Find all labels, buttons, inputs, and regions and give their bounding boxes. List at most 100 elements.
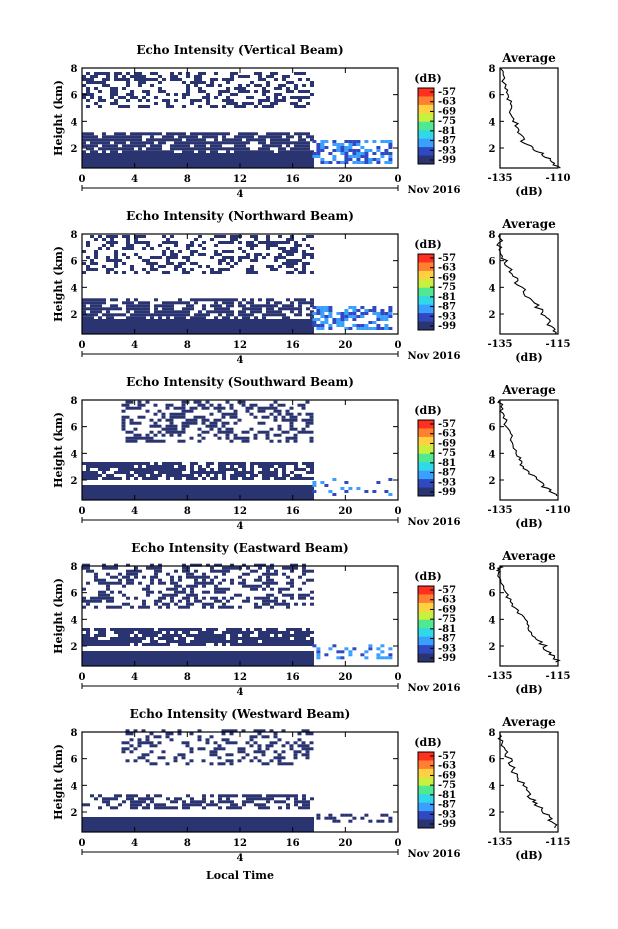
heatmap-cell <box>306 96 310 99</box>
heatmap-cell <box>266 465 270 468</box>
heatmap-cell <box>166 829 170 832</box>
heatmap-cell <box>238 820 242 823</box>
x-tick-label: 8 <box>184 838 191 849</box>
heatmap-cell <box>178 462 182 465</box>
heatmap-cell <box>302 643 306 646</box>
heatmap-cell <box>286 660 290 663</box>
heatmap-cell <box>166 153 170 156</box>
heatmap-cell <box>289 421 294 425</box>
y-tick-label: 2 <box>71 808 78 819</box>
heatmap-cell <box>286 328 290 331</box>
heatmap-cell <box>306 829 310 832</box>
heatmap-cell <box>110 657 114 660</box>
heatmap-cell <box>194 569 198 573</box>
y-tick-label: 2 <box>71 642 78 653</box>
heatmap-cell <box>234 491 238 494</box>
heatmap-cell <box>202 159 206 162</box>
heatmap-cell <box>360 315 365 318</box>
colorbar-frame <box>417 87 435 165</box>
heatmap-cell <box>214 304 218 308</box>
heatmap-cell <box>162 817 166 820</box>
heatmap-cell <box>198 651 202 654</box>
heatmap-cell <box>186 87 190 90</box>
heatmap-cell <box>202 150 206 154</box>
heatmap-cell <box>122 262 126 265</box>
heatmap-cell <box>194 325 198 328</box>
heatmap-cell <box>102 477 106 480</box>
heatmap-cell <box>238 628 242 631</box>
heatmap-cell <box>154 156 158 159</box>
heatmap-cell <box>310 159 314 162</box>
heatmap-cell <box>340 143 345 146</box>
heatmap-cell <box>214 803 218 807</box>
heatmap-cell <box>388 306 393 309</box>
heatmap-cell <box>102 301 106 305</box>
heatmap-cell <box>258 485 262 488</box>
profile-y-tick-label: 6 <box>489 423 496 434</box>
heatmap-cell <box>242 150 246 154</box>
heatmap-cell <box>222 817 226 820</box>
heatmap-cell <box>306 331 310 334</box>
heatmap-cell <box>250 643 254 646</box>
heatmap-cell <box>242 663 246 666</box>
heatmap-cell <box>146 587 150 591</box>
heatmap-cell <box>190 153 194 156</box>
heatmap-cell <box>186 599 190 603</box>
heatmap-cell <box>242 491 246 494</box>
heatmap-cell <box>182 590 186 594</box>
heatmap-cell <box>250 477 254 480</box>
heatmap-cell <box>150 265 154 268</box>
heatmap-cell <box>230 651 234 654</box>
heatmap-cell <box>165 430 170 434</box>
heatmap-cell <box>258 141 262 145</box>
heatmap-cell <box>121 421 126 425</box>
heatmap-cell <box>384 161 389 164</box>
heatmap-cell <box>178 322 182 325</box>
heatmap-cell <box>166 325 170 328</box>
heatmap-cell <box>258 72 262 75</box>
heatmap-cell <box>186 806 190 810</box>
heatmap-cell <box>182 153 186 156</box>
profile-title: Average <box>501 217 556 231</box>
heatmap-cell <box>336 819 341 823</box>
heatmap-cell <box>218 800 222 804</box>
heatmap-cell <box>206 640 210 643</box>
heatmap-cell <box>281 403 286 407</box>
heatmap-cell <box>142 497 146 500</box>
heatmap-cell <box>114 797 118 801</box>
heatmap-cell <box>190 138 194 142</box>
heatmap-cell <box>210 84 214 87</box>
heatmap-cell <box>162 660 166 663</box>
heatmap-cell <box>310 491 314 494</box>
heatmap-cell <box>293 436 298 440</box>
heatmap-cell <box>380 152 385 155</box>
heatmap-cell <box>332 493 337 496</box>
heatmap-cell <box>274 643 278 646</box>
heatmap-cell <box>226 153 230 156</box>
colorbar-frame <box>417 253 435 331</box>
heatmap-cell <box>178 325 182 328</box>
heatmap-cell <box>154 331 158 334</box>
heatmap-cell <box>82 138 86 142</box>
heatmap-cell <box>122 78 126 81</box>
heatmap-cell <box>130 244 134 247</box>
panel-1: Echo Intensity (Vertical Beam)2468Height… <box>52 43 571 200</box>
heatmap-cell <box>286 497 290 500</box>
heatmap-cell <box>274 491 278 494</box>
heatmap-cell <box>225 753 230 757</box>
colorbar-tick-label: -81 <box>438 126 456 137</box>
heatmap-cell <box>352 306 357 309</box>
heatmap-cell <box>254 654 258 657</box>
heatmap-cell <box>114 829 118 832</box>
heatmap-cell <box>194 141 198 145</box>
heatmap-cell <box>114 654 118 657</box>
heatmap-cell <box>206 631 210 634</box>
heatmap-cell <box>174 162 178 165</box>
heatmap-cell <box>302 153 306 156</box>
heatmap-cell <box>222 572 226 576</box>
heatmap-cell <box>380 656 385 660</box>
heatmap-cell <box>110 581 114 585</box>
heatmap-cell <box>146 325 150 328</box>
heatmap-cell <box>162 304 166 308</box>
